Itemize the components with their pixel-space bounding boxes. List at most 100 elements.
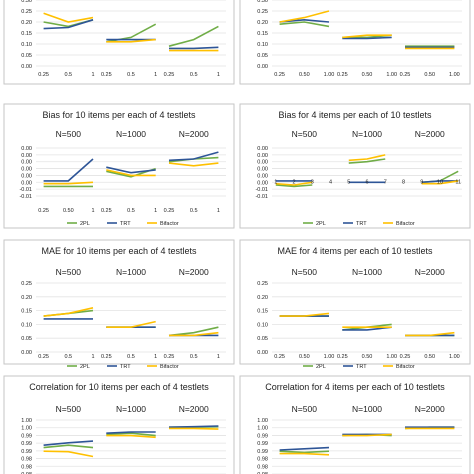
x-tick-label: 1 bbox=[154, 72, 157, 78]
y-tick-label: 0.10 bbox=[257, 322, 268, 328]
y-tick-label: 0.05 bbox=[21, 336, 32, 342]
series-line-2pl bbox=[348, 158, 386, 164]
legend-label: TRT bbox=[356, 364, 367, 370]
x-tick-label: 0.25 bbox=[400, 354, 411, 360]
group-label: N=1000 bbox=[352, 404, 382, 414]
y-tick-label: -0.01 bbox=[19, 187, 32, 193]
series-line-trt bbox=[342, 326, 392, 331]
x-tick-label: 8 bbox=[402, 180, 405, 186]
series-line-bifactor bbox=[405, 331, 455, 337]
x-tick-label: 0.25 bbox=[400, 72, 411, 78]
x-tick-label: 1 bbox=[154, 208, 157, 214]
x-tick-label: 5 bbox=[347, 180, 350, 186]
y-tick-label: 0.05 bbox=[21, 53, 32, 59]
legend-label: TRT bbox=[356, 221, 367, 227]
chart-panel-1: 0.00 0.05 0.10 0.15 0.20 0.25 0.30 0.25 0.5 1 0.25… bbox=[3, 0, 235, 85]
legend-label: Bifactor bbox=[160, 364, 179, 370]
y-tick-label: 0.98 bbox=[21, 457, 32, 463]
group-label: N=500 bbox=[56, 404, 82, 414]
chart-title: Bias for 10 items per each of 4 testlets bbox=[42, 110, 196, 120]
x-tick-label: 0.50 bbox=[362, 72, 373, 78]
y-tick-label: 0.99 bbox=[21, 441, 32, 447]
series-line-bifactor bbox=[169, 427, 219, 430]
x-tick-label: 0.25 bbox=[38, 72, 49, 78]
legend-label: TRT bbox=[120, 364, 131, 370]
y-tick-label: 0.25 bbox=[257, 281, 268, 287]
y-tick-label: 0.00 bbox=[21, 160, 32, 166]
x-tick-label: 0.5 bbox=[190, 354, 198, 360]
chart-panel-2: 0.00 0.05 0.10 0.15 0.20 0.25 0.30 0.25 0.50 1.00… bbox=[239, 0, 471, 85]
series-line-trt bbox=[106, 431, 156, 434]
y-tick-label: 0.00 bbox=[21, 64, 32, 70]
series-line-bifactor bbox=[43, 307, 94, 317]
x-tick-label: 0.25 bbox=[101, 354, 112, 360]
x-tick-label: 0.25 bbox=[337, 72, 348, 78]
y-tick-label: 1.00 bbox=[21, 418, 32, 424]
legend-label: Bifactor bbox=[160, 221, 179, 227]
chart-border bbox=[239, 239, 471, 365]
series-line-trt bbox=[342, 36, 392, 40]
x-tick-label: 0.25 bbox=[274, 72, 285, 78]
x-tick-label: 0.25 bbox=[101, 72, 112, 78]
group-label: N=500 bbox=[292, 404, 318, 414]
series-line-2pl bbox=[106, 432, 156, 437]
x-tick-label: 1.00 bbox=[386, 72, 397, 78]
series-line-bifactor bbox=[106, 38, 156, 43]
chart-title: MAE for 4 items per each of 10 testlets bbox=[277, 246, 433, 256]
legend-label: TRT bbox=[120, 221, 131, 227]
legend-label: Bifactor bbox=[396, 221, 415, 227]
x-tick-label: 1 bbox=[217, 208, 220, 214]
x-tick-label: 0.25 bbox=[164, 72, 175, 78]
x-tick-label: 1 bbox=[91, 208, 94, 214]
y-tick-label: 0.25 bbox=[21, 9, 32, 15]
chart-border bbox=[239, 375, 471, 474]
y-tick-label: 1.00 bbox=[257, 418, 268, 424]
x-tick-label: 0.5 bbox=[127, 208, 135, 214]
series-line-bifactor bbox=[279, 10, 330, 23]
series-line-bifactor bbox=[43, 12, 94, 23]
x-tick-label: 0.25 bbox=[38, 208, 49, 214]
x-tick-label: 0.50 bbox=[299, 354, 310, 360]
chart-title: Bias for 4 items per each of 10 testlets bbox=[278, 110, 432, 120]
x-tick-label: 0.25 bbox=[337, 354, 348, 360]
chart-border bbox=[239, 103, 471, 229]
y-tick-label: 0.15 bbox=[21, 309, 32, 315]
y-tick-label: 0.98 bbox=[257, 464, 268, 470]
group-label: N=1000 bbox=[116, 404, 146, 414]
y-tick-label: 0.98 bbox=[21, 464, 32, 470]
y-tick-label: 0.00 bbox=[257, 167, 268, 173]
x-tick-label: 2 bbox=[293, 180, 296, 186]
series-line-trt bbox=[168, 151, 219, 162]
x-tick-label: 0.5 bbox=[127, 354, 135, 360]
chart-border bbox=[3, 375, 235, 474]
group-label: N=2000 bbox=[179, 404, 209, 414]
y-tick-label: 1.00 bbox=[257, 426, 268, 432]
y-tick-label: 0.05 bbox=[257, 53, 268, 59]
group-label: N=2000 bbox=[415, 267, 445, 277]
series-line-bifactor bbox=[342, 433, 392, 437]
series-line-bifactor bbox=[106, 169, 156, 177]
y-tick-label: 0.05 bbox=[257, 336, 268, 342]
y-tick-label: 0.10 bbox=[21, 42, 32, 48]
chart-panel-7: 0.980.980.980.990.990.991.001.00Correlat… bbox=[3, 375, 235, 474]
x-tick-label: 1 bbox=[217, 354, 220, 360]
x-tick-label: 1 bbox=[274, 180, 277, 186]
y-tick-label: 1.00 bbox=[21, 426, 32, 432]
series-line-bifactor bbox=[106, 434, 156, 439]
series-line-bifactor bbox=[43, 181, 94, 185]
x-tick-label: 1.00 bbox=[449, 72, 460, 78]
series-line-trt bbox=[168, 425, 219, 428]
series-line-2pl bbox=[43, 444, 94, 449]
x-tick-label: 0.50 bbox=[63, 208, 74, 214]
x-tick-label: 0.25 bbox=[164, 354, 175, 360]
series-line-bifactor bbox=[168, 162, 219, 167]
y-tick-label: 0.20 bbox=[257, 295, 268, 301]
x-tick-label: 0.5 bbox=[64, 72, 72, 78]
y-tick-label: 0.20 bbox=[21, 20, 32, 26]
series-line-trt bbox=[43, 440, 94, 446]
x-tick-label: 0.50 bbox=[299, 72, 310, 78]
y-tick-label: 0.00 bbox=[257, 146, 268, 152]
series-line-trt bbox=[421, 180, 459, 184]
